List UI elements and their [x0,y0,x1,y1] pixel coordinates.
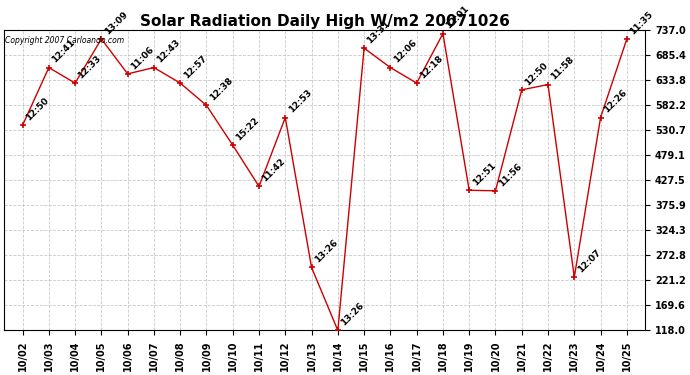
Title: Solar Radiation Daily High W/m2 20071026: Solar Radiation Daily High W/m2 20071026 [140,14,510,29]
Text: 12:57: 12:57 [181,54,208,80]
Text: 12:51: 12:51 [471,161,497,188]
Text: 11:58: 11:58 [549,55,576,82]
Text: 11:35: 11:35 [628,9,655,36]
Text: 15:22: 15:22 [234,116,261,142]
Text: 12:18: 12:18 [418,54,444,80]
Text: 12:38: 12:38 [208,76,235,103]
Text: 12:07: 12:07 [575,248,602,274]
Text: 12:41: 12:41 [50,38,77,65]
Text: 12:01: 12:01 [444,4,471,31]
Text: 11:06: 11:06 [129,45,155,71]
Text: 12:33: 12:33 [77,54,103,80]
Text: 12:53: 12:53 [286,88,313,115]
Text: 12:26: 12:26 [602,88,629,115]
Text: 13:26: 13:26 [339,301,366,328]
Text: Copyright 2007 Carloando.com: Copyright 2007 Carloando.com [6,36,125,45]
Text: 13:31: 13:31 [366,19,392,45]
Text: 13:09: 13:09 [103,9,129,36]
Text: 12:50: 12:50 [24,96,50,123]
Text: 12:43: 12:43 [155,38,182,65]
Text: 11:42: 11:42 [260,157,287,184]
Text: 11:56: 11:56 [497,161,524,188]
Text: 12:06: 12:06 [392,38,418,65]
Text: 12:50: 12:50 [523,61,550,87]
Text: 13:26: 13:26 [313,238,339,265]
